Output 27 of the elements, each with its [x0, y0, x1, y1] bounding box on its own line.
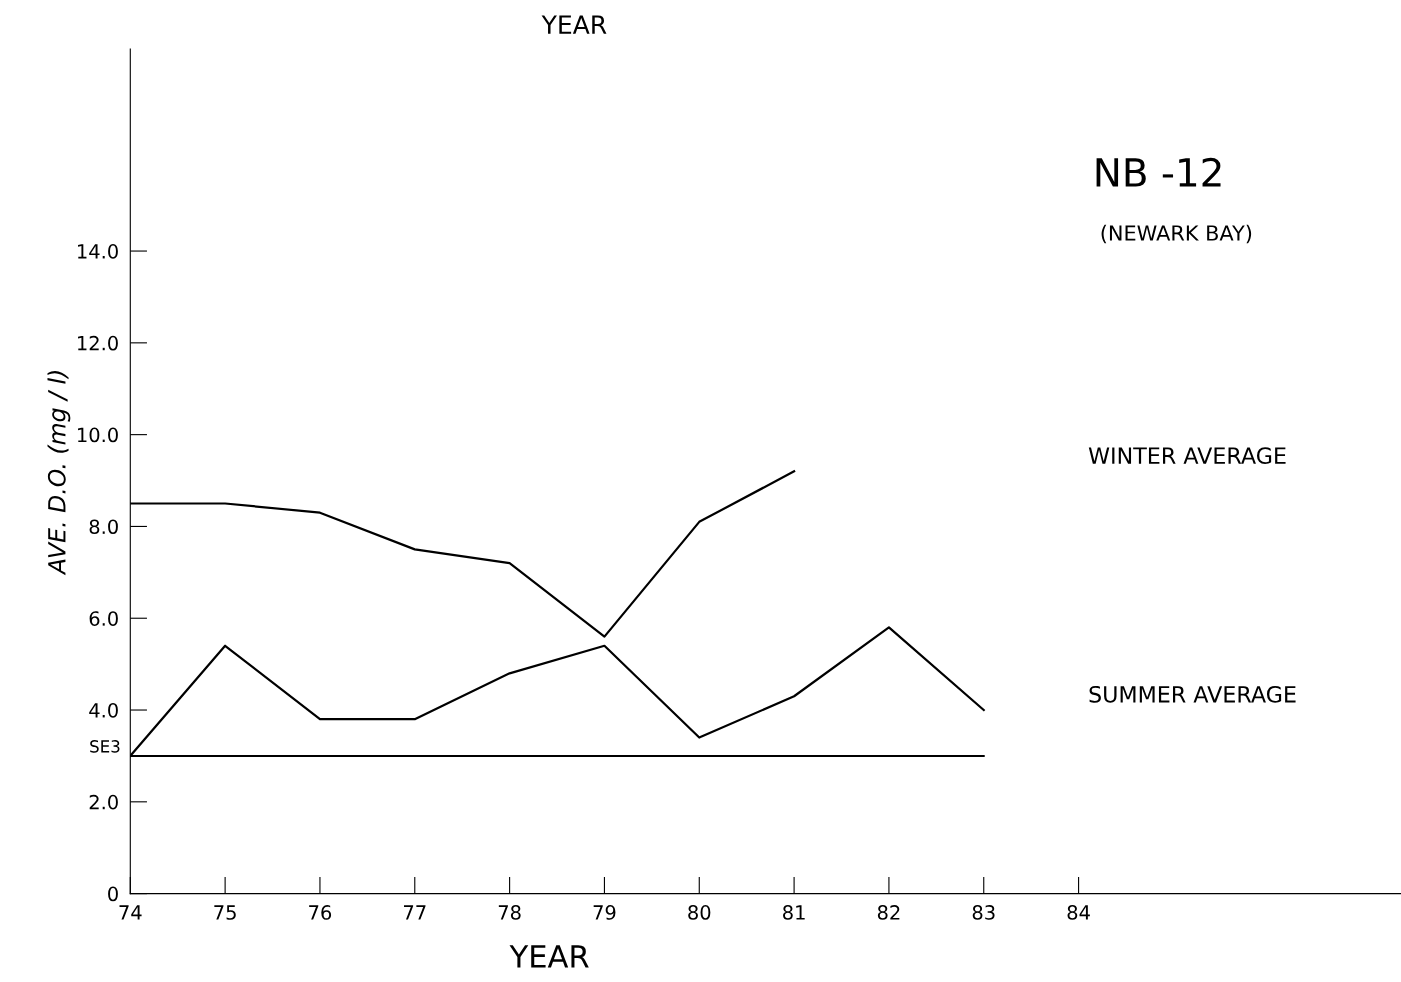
x-tick-label: 78	[498, 905, 521, 920]
x-tick-label: 83	[972, 905, 995, 920]
x-tick-label: 77	[404, 905, 426, 920]
text: NB -12	[1096, 157, 1221, 187]
ref-line-label: SE3	[90, 740, 120, 753]
x-tick-label: 76	[309, 905, 332, 920]
x-tick-label: 74	[119, 905, 142, 920]
y-tick-label: 14.0	[78, 244, 118, 259]
text: SUMMER AVERAGE	[1089, 685, 1296, 703]
y-tick-label: 6.0	[89, 611, 118, 626]
x-tick-label: 81	[783, 905, 805, 920]
x-tick-label: 82	[877, 905, 900, 920]
y-tick-label: 0	[108, 886, 118, 902]
y-tick-label: 8.0	[89, 519, 118, 535]
text: YEAR	[541, 15, 607, 34]
y-tick-label: 10.0	[78, 427, 118, 443]
y-tick-label: 12.0	[78, 335, 118, 351]
y-tick-label: 2.0	[89, 794, 118, 810]
x-tick-label: 79	[593, 905, 616, 920]
x-tick-label: 84	[1067, 905, 1090, 920]
text: (NEWARK BAY)	[1101, 224, 1252, 244]
x-tick-label: 80	[688, 905, 711, 920]
y-axis-title: AVE. D.O. (mg / l)	[47, 371, 71, 576]
y-tick-label: 4.0	[89, 702, 118, 718]
text: WINTER AVERAGE	[1088, 447, 1286, 465]
x-axis-title: YEAR	[509, 945, 589, 968]
x-tick-label: 75	[214, 905, 236, 920]
